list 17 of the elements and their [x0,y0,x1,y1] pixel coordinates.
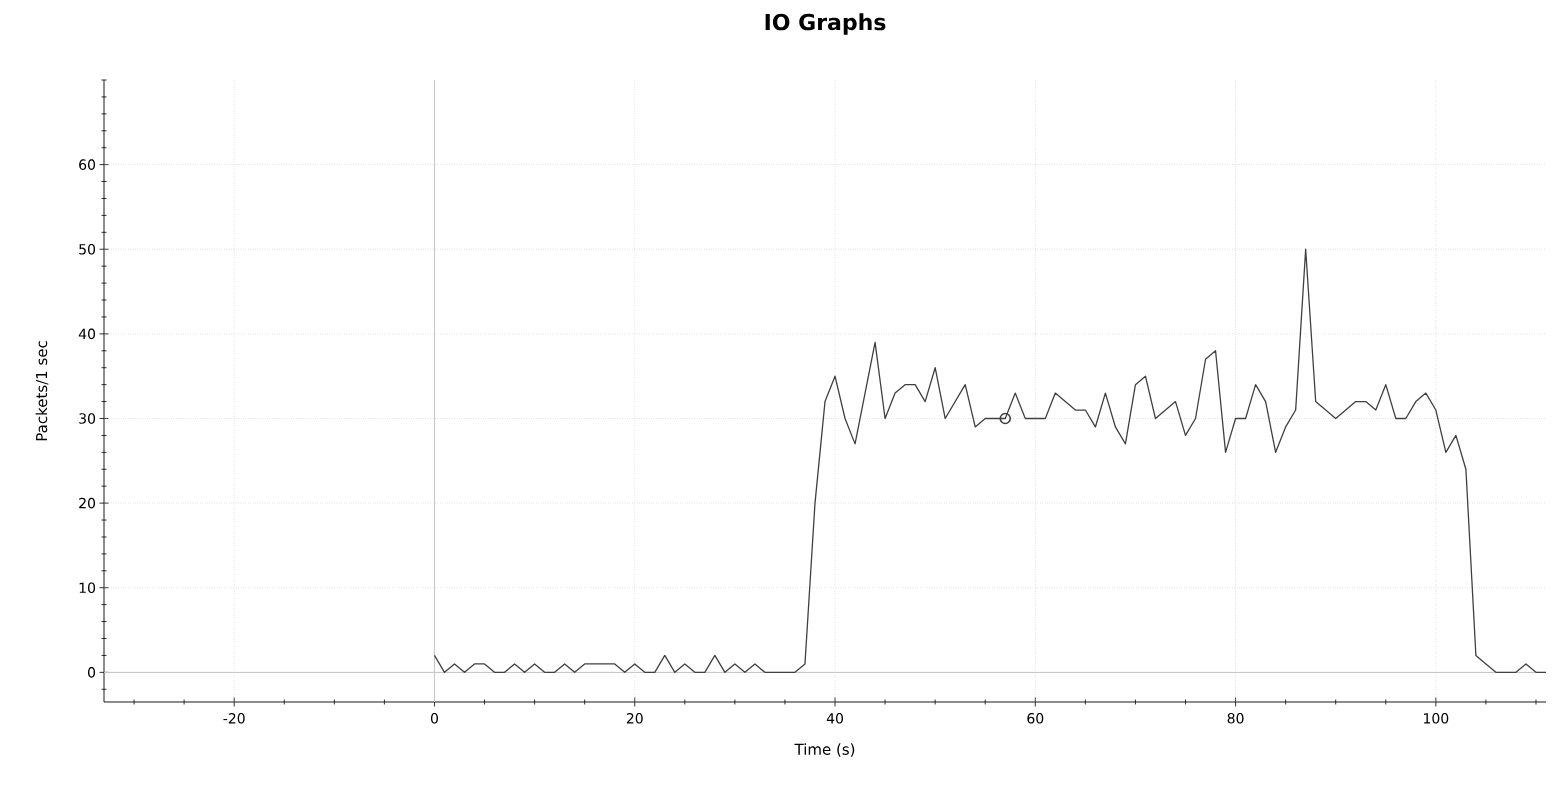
x-tick-label: 20 [626,713,643,724]
x-tick-label: 60 [1027,713,1044,724]
x-tick-label: -20 [223,713,245,724]
y-tick-label: 40 [78,328,96,340]
x-tick-label: 80 [1227,713,1244,724]
y-tick-label: 20 [79,497,96,509]
y-tick-label: 50 [79,243,96,255]
y-tick-label: 0 [88,667,96,678]
x-axis-title: Time (s) [794,743,855,757]
y-tick-label: 10 [79,582,96,594]
y-tick-label: 30 [79,413,96,424]
x-tick-label: 100 [1424,713,1449,724]
x-tick-label: 40 [826,713,843,724]
y-tick-label: 60 [79,159,96,170]
y-axis-title: Packets/1 sec [35,341,49,441]
chart-title: IO Graphs [765,13,886,35]
x-tick-label: 0 [430,713,438,724]
